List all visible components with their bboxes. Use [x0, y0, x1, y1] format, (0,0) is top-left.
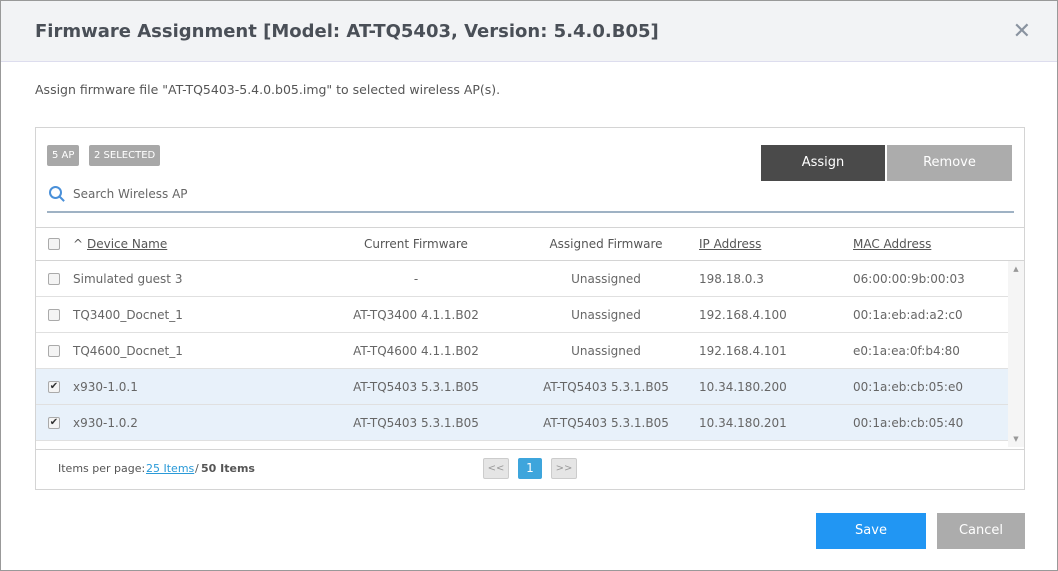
- device-name: TQ3400_Docnet_1: [73, 307, 183, 322]
- assigned-firmware: AT-TQ5403 5.3.1.B05: [543, 415, 669, 430]
- assigned-firmware: Unassigned: [571, 307, 641, 322]
- current-firmware: AT-TQ5403 5.3.1.B05: [353, 379, 479, 394]
- separator: /: [195, 462, 199, 475]
- assigned-firmware: Unassigned: [571, 271, 641, 286]
- dialog-header: Firmware Assignment [Model: AT-TQ5403, V…: [1, 1, 1057, 62]
- row-checkbox[interactable]: [48, 272, 60, 285]
- search-icon: [49, 186, 62, 199]
- table-header: ^ Device Name Current Firmware Assigned …: [36, 227, 1024, 261]
- current-firmware: -: [413, 271, 419, 286]
- items-per-page-link[interactable]: 25 Items: [146, 462, 195, 475]
- row-checkbox[interactable]: ✔: [48, 416, 60, 429]
- next-page-button[interactable]: >>: [551, 458, 577, 479]
- column-device-name[interactable]: Device Name: [87, 237, 168, 251]
- assigned-firmware: Unassigned: [571, 343, 641, 358]
- ip-address: 192.168.4.100: [699, 307, 787, 322]
- current-firmware: AT-TQ3400 4.1.1.B02: [353, 307, 479, 322]
- mac-address: e0:1a:ea:0f:b4:80: [853, 343, 960, 358]
- page-1-button[interactable]: 1: [518, 458, 542, 479]
- row-checkbox[interactable]: ✔: [48, 380, 60, 393]
- items-per-page-label: Items per page:: [58, 462, 146, 475]
- column-current-firmware: Current Firmware: [364, 237, 468, 251]
- ap-panel: 5 AP 2 SELECTED Assign Remove ^ Device N…: [35, 127, 1025, 490]
- scrollbar[interactable]: ▲ ▼: [1008, 261, 1024, 447]
- search-input[interactable]: [73, 187, 873, 201]
- select-all-checkbox[interactable]: [48, 238, 60, 250]
- column-assigned-firmware: Assigned Firmware: [549, 237, 663, 251]
- table-row[interactable]: ✔ x930-1.0.1 AT-TQ5403 5.3.1.B05 AT-TQ54…: [36, 369, 1008, 405]
- row-checkbox[interactable]: [48, 308, 60, 321]
- table-row[interactable]: TQ3400_Docnet_1 AT-TQ3400 4.1.1.B02 Unas…: [36, 297, 1008, 333]
- mac-address: 00:1a:eb:cb:05:40: [853, 415, 964, 430]
- selected-count-badge: 2 SELECTED: [89, 145, 161, 166]
- prev-page-button[interactable]: <<: [483, 458, 509, 479]
- ip-address: 198.18.0.3: [699, 271, 764, 286]
- row-checkbox[interactable]: [48, 344, 60, 357]
- remove-button[interactable]: Remove: [887, 145, 1012, 181]
- search-bar: [47, 180, 1014, 213]
- table-footer: Items per page: 25 Items / 50 Items << 1…: [36, 449, 1024, 490]
- ip-address: 10.34.180.200: [699, 379, 787, 394]
- close-icon[interactable]: ✕: [1012, 19, 1031, 44]
- dialog-title: Firmware Assignment [Model: AT-TQ5403, V…: [35, 21, 659, 42]
- ip-address: 10.34.180.201: [699, 415, 787, 430]
- column-mac-address[interactable]: MAC Address: [853, 237, 932, 251]
- mac-address: 00:1a:eb:ad:a2:c0: [853, 307, 963, 322]
- current-firmware: AT-TQ5403 5.3.1.B05: [353, 415, 479, 430]
- table-row[interactable]: ✔ x930-1.0.2 AT-TQ5403 5.3.1.B05 AT-TQ54…: [36, 405, 1008, 441]
- device-name: x930-1.0.2: [73, 415, 138, 430]
- device-name: TQ4600_Docnet_1: [73, 343, 183, 358]
- dialog-description: Assign firmware file "AT-TQ5403-5.4.0.b0…: [35, 82, 501, 97]
- device-name: x930-1.0.1: [73, 379, 138, 394]
- ip-address: 192.168.4.101: [699, 343, 787, 358]
- total-items: 50 Items: [201, 462, 255, 475]
- mac-address: 06:00:00:9b:00:03: [853, 271, 965, 286]
- table-row[interactable]: Simulated guest 3 - Unassigned 198.18.0.…: [36, 261, 1008, 297]
- sort-asc-icon: ^: [73, 237, 84, 251]
- current-firmware: AT-TQ4600 4.1.1.B02: [353, 343, 479, 358]
- column-ip-address[interactable]: IP Address: [699, 237, 762, 251]
- ap-count-badge: 5 AP: [47, 145, 80, 166]
- device-name: Simulated guest 3: [73, 271, 183, 286]
- assigned-firmware: AT-TQ5403 5.3.1.B05: [543, 379, 669, 394]
- save-button[interactable]: Save: [816, 513, 926, 549]
- table-row[interactable]: TQ4600_Docnet_1 AT-TQ4600 4.1.1.B02 Unas…: [36, 333, 1008, 369]
- cancel-button[interactable]: Cancel: [937, 513, 1025, 549]
- mac-address: 00:1a:eb:cb:05:e0: [853, 379, 963, 394]
- assign-button[interactable]: Assign: [761, 145, 885, 181]
